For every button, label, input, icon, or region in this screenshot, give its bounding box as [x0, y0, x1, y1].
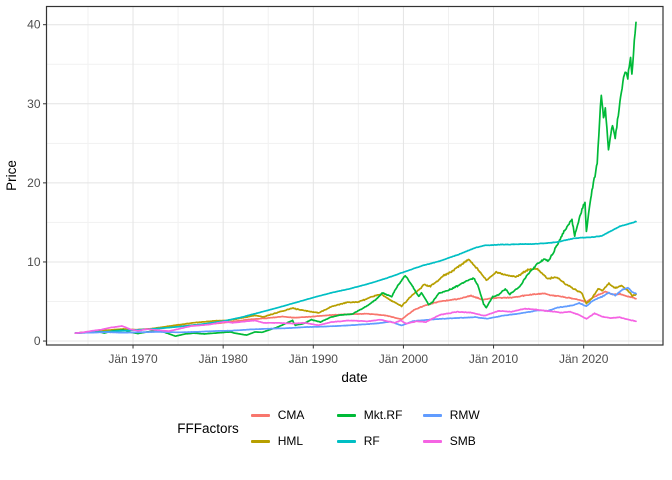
legend-entry-CMA: CMA — [250, 408, 323, 422]
legend-key-line-SMB — [422, 439, 442, 443]
legend-key-line-CMA — [250, 413, 270, 417]
x-axis-title: date — [341, 370, 367, 385]
legend-entries: CMA HML Mkt.RF RF RMW SMB — [250, 408, 495, 448]
x-tick-label: Jän 2000 — [379, 352, 429, 366]
legend-label-CMA: CMA — [277, 408, 305, 422]
y-tick-label: 0 — [34, 334, 41, 348]
x-tick-label: Jän 1980 — [198, 352, 248, 366]
y-tick-label: 30 — [27, 97, 41, 111]
legend-label-HML: HML — [277, 434, 304, 448]
x-tick-label: Jän 1970 — [108, 352, 158, 366]
x-tick-label: Jän 2010 — [469, 352, 519, 366]
y-tick-label: 20 — [27, 176, 41, 190]
y-tick-label: 10 — [27, 255, 41, 269]
legend-entry-SMB: SMB — [422, 434, 495, 448]
x-tick-label: Jän 1990 — [289, 352, 339, 366]
legend-key-line-RF — [336, 439, 356, 443]
legend-entry-Mkt.RF: Mkt.RF — [336, 408, 409, 422]
series-line-SMB — [74, 307, 637, 334]
series-line-RF — [74, 220, 637, 334]
legend-label-Mkt.RF: Mkt.RF — [363, 408, 403, 422]
legend-key-line-HML — [250, 439, 270, 443]
plot-canvas: date Price Jän 1970 Jän 1980 Jän 1990 Jän 2… — [4, 5, 664, 385]
x-tick-label: Jän 2020 — [559, 352, 609, 366]
panel-border — [45, 5, 664, 346]
legend-entry-RF: RF — [336, 434, 409, 448]
legend-label-RMW: RMW — [449, 408, 480, 422]
legend-label-SMB: SMB — [449, 434, 476, 448]
legend-entry-RMW: RMW — [422, 408, 495, 422]
legend-key-line-RMW — [422, 413, 442, 417]
legend-label-RF: RF — [363, 434, 380, 448]
y-tick-label: 40 — [27, 18, 41, 32]
series-line-HML — [74, 258, 637, 334]
legend-entry-HML: HML — [250, 434, 323, 448]
y-axis-title: Price — [4, 160, 19, 191]
legend-title: FFFactors — [177, 420, 239, 436]
legend-key-line-Mkt.RF — [336, 413, 356, 417]
legend: FFFactors CMA HML Mkt.RF RF RMW SMB — [0, 408, 672, 448]
series-line-Mkt.RF — [74, 21, 637, 337]
